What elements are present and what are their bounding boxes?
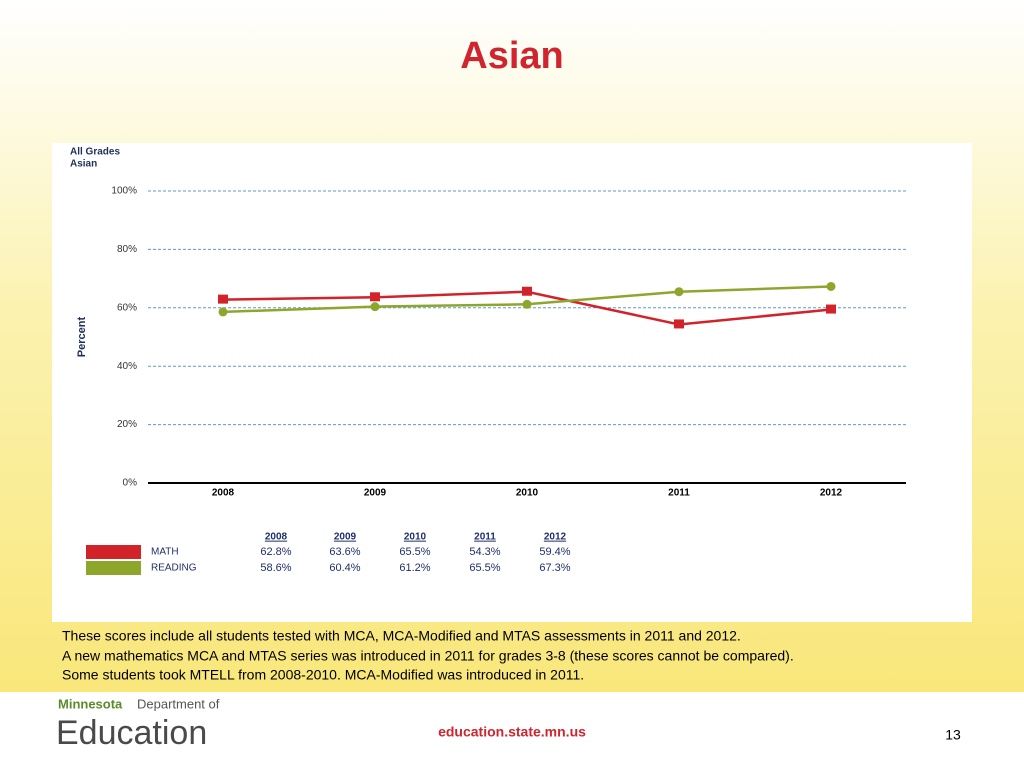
point (370, 292, 380, 302)
table-value: 65.5% (399, 546, 430, 558)
table-value: 60.4% (329, 562, 360, 574)
y-tick-label: 20% (117, 419, 137, 430)
table-value: 65.5% (469, 562, 500, 574)
point (826, 281, 836, 291)
point (522, 286, 532, 296)
table-header: 2012 (544, 532, 567, 543)
logo-main: Education (56, 714, 207, 752)
x-tick-label: 2008 (212, 488, 235, 499)
footer-band (0, 692, 1024, 768)
table-value: 67.3% (539, 562, 570, 574)
page-number: 13 (945, 727, 961, 743)
table-value: 63.6% (329, 546, 360, 558)
y-tick-label: 0% (123, 478, 138, 489)
table-header: 2008 (265, 532, 288, 543)
y-tick-label: 40% (117, 361, 137, 372)
note: A new mathematics MCA and MTAS series wa… (62, 648, 794, 664)
x-tick-label: 2009 (364, 488, 387, 499)
x-tick-label: 2011 (668, 488, 690, 499)
chart-subtitle: All Grades (70, 147, 120, 158)
table-header: 2010 (404, 532, 427, 543)
table-value: 59.4% (539, 546, 570, 558)
y-tick-label: 80% (117, 244, 137, 255)
legend-swatch (86, 545, 141, 559)
legend-label: MATH (151, 547, 179, 558)
footer-url: education.state.mn.us (438, 724, 586, 740)
legend-label: READING (151, 563, 197, 574)
x-tick-label: 2010 (516, 488, 539, 499)
y-axis-label: Percent (76, 316, 88, 357)
table-value: 61.2% (399, 562, 430, 574)
point (218, 307, 228, 317)
y-tick-label: 100% (111, 186, 137, 197)
table-value: 54.3% (469, 546, 500, 558)
y-tick-label: 60% (117, 302, 137, 313)
table-value: 58.6% (260, 562, 291, 574)
chart-panel (52, 143, 972, 622)
note: These scores include all students tested… (62, 628, 741, 644)
x-tick-label: 2012 (820, 488, 843, 499)
table-header: 2011 (474, 532, 496, 543)
point (522, 299, 532, 309)
logo-state: Minnesota (58, 696, 123, 711)
note: Some students took MTELL from 2008-2010.… (62, 667, 584, 683)
slide-title: Asian (460, 35, 563, 77)
point (218, 294, 228, 304)
point (370, 302, 380, 312)
legend-swatch (86, 561, 141, 575)
point (674, 287, 684, 297)
chart-subtitle: Asian (70, 159, 97, 170)
point (674, 319, 684, 329)
table-header: 2009 (334, 532, 357, 543)
table-value: 62.8% (260, 546, 291, 558)
point (826, 304, 836, 314)
logo-dept: Department of (137, 696, 220, 711)
